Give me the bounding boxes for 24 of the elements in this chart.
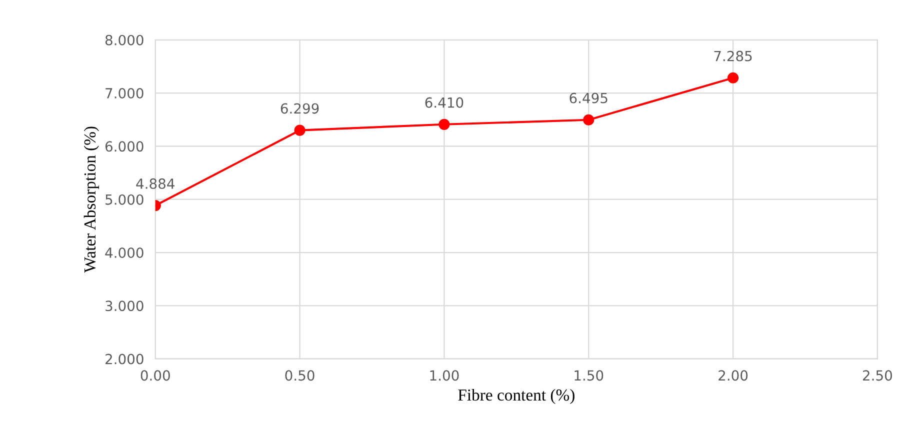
point [294, 124, 306, 136]
y-tick-label: 4.000 [105, 247, 144, 258]
y-tick-label: 5.000 [106, 194, 144, 205]
text: 6.410 [425, 97, 464, 108]
y-tick-label: 6.000 [105, 141, 144, 152]
y-tick-label: 2.000 [106, 354, 144, 364]
x-tick-label: 1.00 [430, 370, 459, 381]
x-tick-label: 1.50 [574, 370, 604, 381]
text: 4.884 [136, 178, 174, 189]
text: 6.299 [280, 103, 319, 114]
x-tick-label: 0.00 [140, 370, 170, 381]
x-tick-label: 2.00 [718, 370, 748, 381]
point [583, 114, 594, 126]
y-tick-label: 8.000 [105, 34, 144, 46]
text: 6.495 [570, 92, 608, 104]
x-tick-label: 0.50 [285, 370, 314, 381]
x-tick-label: 2.50 [862, 370, 892, 381]
x-axis-title: Fibre content (%) [458, 388, 574, 404]
y-tick-label: 7.000 [106, 88, 144, 99]
y-axis-title: Water Absorption (%) [84, 126, 99, 273]
y-tick-label: 3.000 [106, 300, 144, 312]
point [727, 72, 739, 84]
point [438, 118, 450, 130]
text: 7.285 [714, 50, 752, 62]
